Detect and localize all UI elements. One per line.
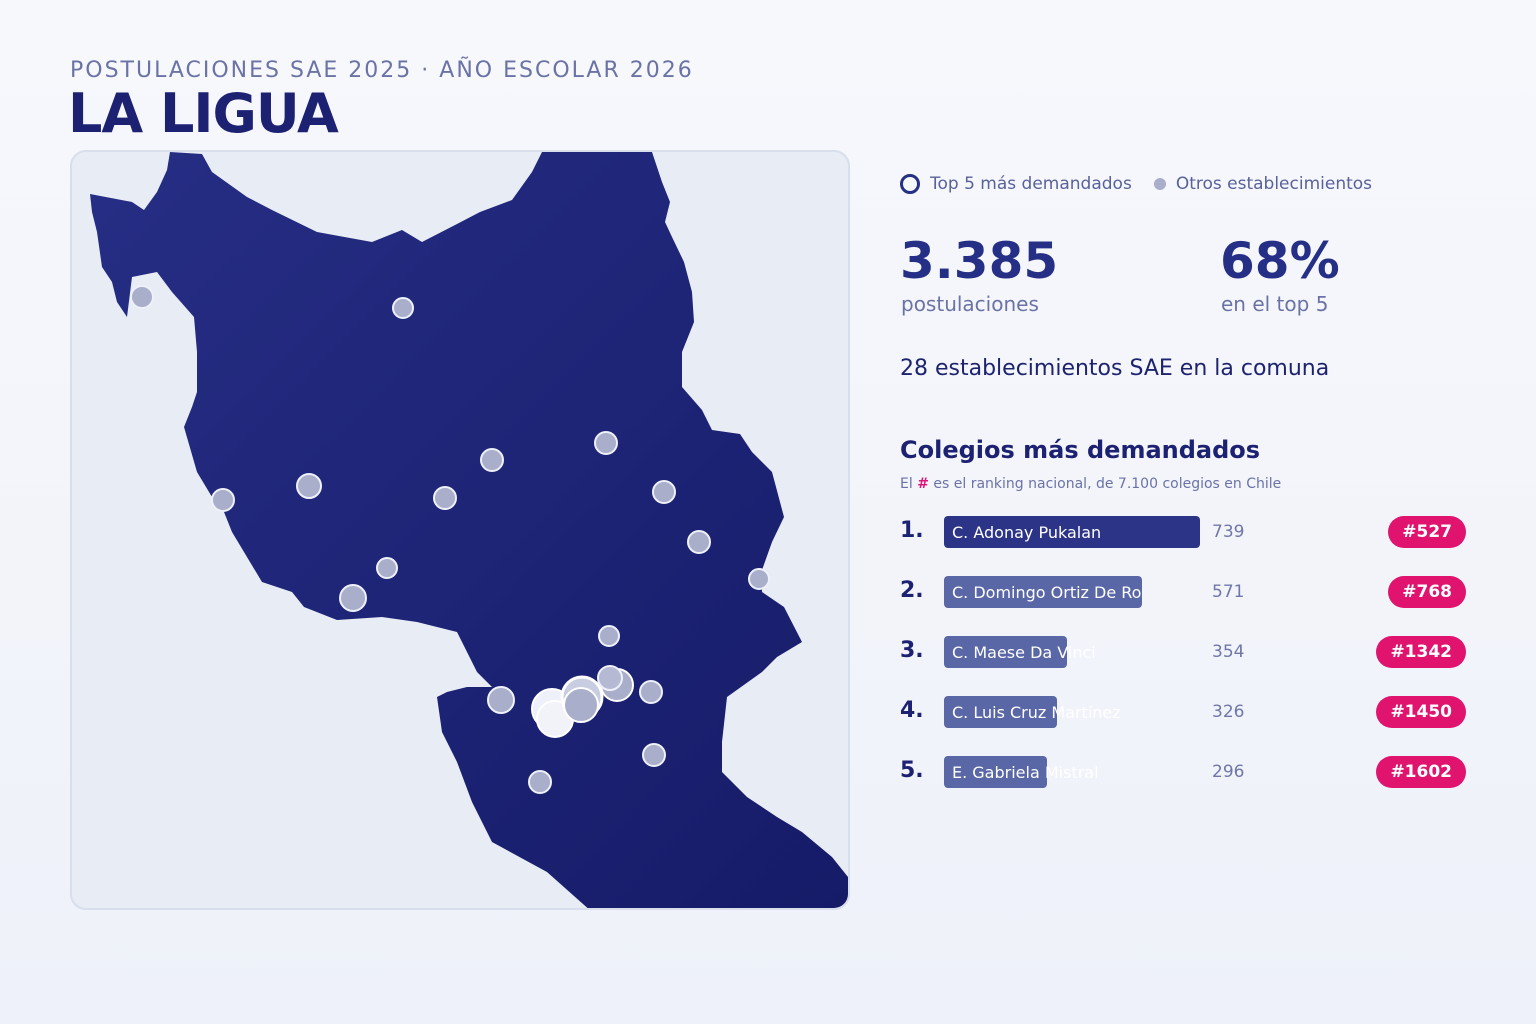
- school-marker[interactable]: [652, 480, 676, 504]
- hash-symbol: #: [917, 476, 929, 492]
- ranking-position: 5.: [900, 758, 924, 783]
- school-marker[interactable]: [642, 743, 666, 767]
- page-kicker: POSTULACIONES SAE 2025 · AÑO ESCOLAR 202…: [70, 58, 694, 83]
- school-marker[interactable]: [487, 686, 515, 714]
- school-name: E. Gabriela Mistral: [952, 763, 1099, 782]
- applications-bar: [944, 636, 1067, 668]
- national-rank-badge: #1450: [1376, 696, 1466, 728]
- school-marker[interactable]: [687, 530, 711, 554]
- applications-label: postulaciones: [901, 292, 1039, 316]
- national-rank-badge: #768: [1388, 576, 1466, 608]
- ranking-row[interactable]: 2. C. Domingo Ortiz De Ro 571 #768: [900, 576, 1470, 610]
- applications-bar: [944, 696, 1057, 728]
- school-marker[interactable]: [598, 625, 620, 647]
- school-marker[interactable]: [296, 473, 322, 499]
- applications-count: 739: [1212, 522, 1245, 542]
- school-marker[interactable]: [594, 431, 618, 455]
- top5-share-value: 68%: [1220, 232, 1340, 290]
- school-marker[interactable]: [433, 486, 457, 510]
- national-rank-badge: #1602: [1376, 756, 1466, 788]
- ranking-title: Colegios más demandados: [900, 436, 1261, 464]
- map-panel[interactable]: [70, 150, 850, 910]
- ranking-row[interactable]: 3. C. Maese Da Vinci 354 #1342: [900, 636, 1470, 670]
- subtitle-prefix: El: [900, 476, 913, 492]
- ranking-position: 1.: [900, 518, 924, 543]
- legend-others-label: Otros establecimientos: [1175, 174, 1373, 194]
- ranking-row[interactable]: 1. C. Adonay Pukalan 739 #527: [900, 516, 1470, 550]
- applications-bar: [944, 756, 1047, 788]
- national-rank-badge: #527: [1388, 516, 1466, 548]
- commune-map[interactable]: [72, 152, 850, 910]
- applications-value: 3.385: [900, 232, 1059, 290]
- ranking-subtitle: El # es el ranking nacional, de 7.100 co…: [900, 476, 1281, 492]
- applications-count: 571: [1212, 582, 1245, 602]
- school-marker[interactable]: [130, 285, 154, 309]
- school-markers: [130, 285, 770, 794]
- schools-count: 28 establecimientos SAE en la comuna: [900, 356, 1330, 381]
- school-marker[interactable]: [480, 448, 504, 472]
- top5-marker[interactable]: [563, 687, 599, 723]
- commune-boundary: [90, 152, 848, 908]
- subtitle-suffix: es el ranking nacional, de 7.100 colegio…: [933, 476, 1282, 492]
- applications-count: 354: [1212, 642, 1245, 662]
- ranking-row[interactable]: 4. C. Luis Cruz Martínez 326 #1450: [900, 696, 1470, 730]
- top5-share-label: en el top 5: [1221, 292, 1329, 316]
- school-name: C. Domingo Ortiz De Ro: [952, 583, 1142, 602]
- map-legend: Top 5 más demandados Otros establecimien…: [900, 174, 1372, 194]
- school-marker[interactable]: [211, 488, 235, 512]
- legend-top5-label: Top 5 más demandados: [930, 174, 1132, 194]
- other-dot-icon: [1153, 178, 1166, 190]
- national-rank-badge: #1342: [1376, 636, 1466, 668]
- school-name: C. Maese Da Vinci: [952, 643, 1096, 662]
- school-marker[interactable]: [528, 770, 552, 794]
- top5-ring-icon: [900, 174, 920, 194]
- school-marker[interactable]: [597, 665, 623, 691]
- ranking-position: 4.: [900, 698, 924, 723]
- page-title: LA LIGUA: [68, 82, 339, 145]
- school-name: C. Luis Cruz Martínez: [952, 703, 1121, 722]
- ranking-row[interactable]: 5. E. Gabriela Mistral 296 #1602: [900, 756, 1470, 790]
- applications-count: 296: [1212, 762, 1245, 782]
- school-marker[interactable]: [392, 297, 414, 319]
- applications-bar: [944, 576, 1142, 608]
- school-marker[interactable]: [339, 584, 367, 612]
- ranking-position: 3.: [900, 638, 924, 663]
- ranking-position: 2.: [900, 578, 924, 603]
- school-marker[interactable]: [748, 568, 770, 590]
- school-marker[interactable]: [376, 557, 398, 579]
- school-name: C. Adonay Pukalan: [952, 523, 1102, 542]
- applications-bar: [944, 516, 1200, 548]
- applications-count: 326: [1212, 702, 1245, 722]
- school-marker[interactable]: [639, 680, 663, 704]
